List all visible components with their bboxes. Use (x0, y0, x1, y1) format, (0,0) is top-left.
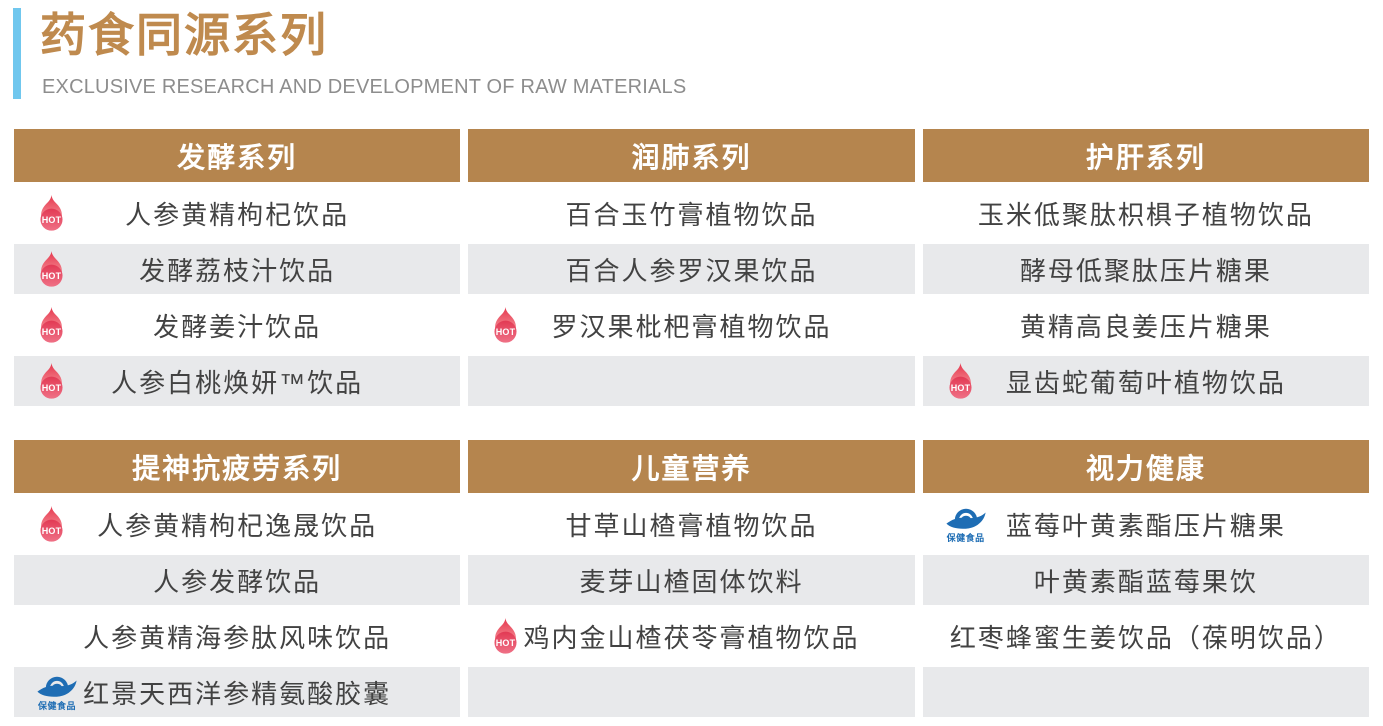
product-cell: HOT 显齿蛇葡萄叶植物饮品 (922, 356, 1369, 406)
product-name: 人参黄精枸杞饮品 (125, 199, 350, 230)
hot-flame-icon: HOT (490, 617, 521, 655)
hot-icon-label: HOT (42, 215, 62, 225)
product-name: 显齿蛇葡萄叶植物饮品 (1005, 367, 1286, 398)
product-name: 人参黄精枸杞逸晟饮品 (97, 510, 378, 541)
hot-flame-icon: HOT (36, 306, 67, 344)
column-header: 儿童营养 (468, 440, 915, 493)
cell-icon-slot: 保健食品 (36, 673, 78, 711)
product-cell: 酵母低聚肽压片糖果 (922, 244, 1369, 294)
product-cell: 保健食品 蓝莓叶黄素酯压片糖果 (922, 499, 1369, 549)
cell-icon-slot: HOT (490, 617, 521, 655)
series-table-1: 发酵系列 HOT 人参黄精枸杞饮品 HOT 发酵荔枝汁饮品 HOT 发酵姜汁饮品 (14, 129, 1369, 406)
hot-flame-icon: HOT (36, 505, 67, 543)
hot-icon-label: HOT (42, 327, 62, 337)
product-cell: 百合人参罗汉果饮品 (468, 244, 915, 294)
column-antifatigue-series: 提神抗疲劳系列 HOT 人参黄精枸杞逸晟饮品 人参发酵饮品 人参黄精海参肽风味饮… (14, 440, 461, 717)
product-cell: 人参黄精海参肽风味饮品 (14, 611, 461, 661)
product-name: 鸡内金山楂茯苓膏植物饮品 (523, 622, 860, 653)
hot-icon-label: HOT (950, 383, 970, 393)
product-name: 百合人参罗汉果饮品 (565, 255, 818, 286)
product-cell: HOT 鸡内金山楂茯苓膏植物饮品 (468, 611, 915, 661)
hot-icon-label: HOT (42, 526, 62, 536)
health-food-icon-label: 保健食品 (946, 533, 985, 543)
title-accent-bar (13, 8, 21, 99)
product-cell: HOT 人参黄精枸杞逸晟饮品 (14, 499, 461, 549)
health-food-icon-label: 保健食品 (37, 701, 76, 711)
product-name: 红景天西洋参精氨酸胶囊 (83, 678, 392, 709)
page-title: 药食同源系列 (40, 9, 328, 61)
product-cell: 甘草山楂膏植物饮品 (468, 499, 915, 549)
product-name: 玉米低聚肽枳椇子植物饮品 (977, 199, 1314, 230)
product-name: 百合玉竹膏植物饮品 (565, 199, 818, 230)
hot-flame-icon: HOT (36, 194, 67, 232)
series-tables: 发酵系列 HOT 人参黄精枸杞饮品 HOT 发酵荔枝汁饮品 HOT 发酵姜汁饮品 (0, 129, 1383, 717)
health-food-blue-hat-icon: 保健食品 (36, 673, 78, 711)
page-header: 药食同源系列 EXCLUSIVE RESEARCH AND DEVELOPMEN… (0, 0, 1383, 99)
column-header: 润肺系列 (468, 129, 915, 182)
product-cell: 玉米低聚肽枳椇子植物饮品 (922, 188, 1369, 238)
product-name: 红枣蜂蜜生姜饮品（葆明饮品） (949, 622, 1342, 653)
product-name: 人参发酵饮品 (153, 566, 322, 597)
cell-icon-slot: HOT (36, 362, 67, 400)
hot-icon-label: HOT (496, 638, 516, 648)
product-name: 麦芽山楂固体饮料 (579, 566, 804, 597)
column-fermentation-series: 发酵系列 HOT 人参黄精枸杞饮品 HOT 发酵荔枝汁饮品 HOT 发酵姜汁饮品 (14, 129, 461, 406)
product-cell: HOT 人参白桃焕妍™饮品 (14, 356, 461, 406)
cell-icon-slot: HOT (36, 505, 67, 543)
product-name: 发酵姜汁饮品 (153, 311, 322, 342)
product-cell-empty (922, 667, 1369, 717)
product-cell: 保健食品 红景天西洋参精氨酸胶囊 (14, 667, 461, 717)
product-cell: 百合玉竹膏植物饮品 (468, 188, 915, 238)
health-food-blue-hat-icon: 保健食品 (945, 505, 987, 543)
product-cell: 叶黄素酯蓝莓果饮 (922, 555, 1369, 605)
cell-icon-slot: HOT (490, 306, 521, 344)
column-header: 提神抗疲劳系列 (14, 440, 461, 493)
series-table-2: 提神抗疲劳系列 HOT 人参黄精枸杞逸晟饮品 人参发酵饮品 人参黄精海参肽风味饮… (14, 440, 1369, 717)
column-header: 视力健康 (922, 440, 1369, 493)
hot-flame-icon: HOT (490, 306, 521, 344)
cell-icon-slot: 保健食品 (945, 505, 987, 543)
product-cell: 人参发酵饮品 (14, 555, 461, 605)
product-name: 发酵荔枝汁饮品 (139, 255, 336, 286)
product-name: 人参白桃焕妍™饮品 (111, 367, 364, 398)
cell-icon-slot: HOT (36, 194, 67, 232)
product-name: 酵母低聚肽压片糖果 (1019, 255, 1272, 286)
product-cell: HOT 人参黄精枸杞饮品 (14, 188, 461, 238)
product-name: 人参黄精海参肽风味饮品 (83, 622, 392, 653)
product-cell-empty (468, 667, 915, 717)
product-name: 黄精高良姜压片糖果 (1019, 311, 1272, 342)
column-children-nutrition: 儿童营养 甘草山楂膏植物饮品 麦芽山楂固体饮料 HOT 鸡内金山楂茯苓膏植物饮品 (468, 440, 915, 717)
column-header: 发酵系列 (14, 129, 461, 182)
column-vision-health: 视力健康 保健食品 蓝莓叶黄素酯压片糖果 叶黄素酯蓝莓果饮 红枣蜂蜜生姜饮品（葆… (922, 440, 1369, 717)
product-cell-empty (468, 356, 915, 406)
product-cell: HOT 罗汉果枇杷膏植物饮品 (468, 300, 915, 350)
column-lung-moistening-series: 润肺系列 百合玉竹膏植物饮品 百合人参罗汉果饮品 HOT 罗汉果枇杷膏植物饮品 (468, 129, 915, 406)
product-cell: HOT 发酵荔枝汁饮品 (14, 244, 461, 294)
hot-flame-icon: HOT (945, 362, 976, 400)
cell-icon-slot: HOT (36, 250, 67, 288)
hot-flame-icon: HOT (36, 362, 67, 400)
product-cell: HOT 发酵姜汁饮品 (14, 300, 461, 350)
hot-icon-label: HOT (42, 383, 62, 393)
product-name: 罗汉果枇杷膏植物饮品 (551, 311, 832, 342)
hot-icon-label: HOT (42, 271, 62, 281)
page-subtitle: EXCLUSIVE RESEARCH AND DEVELOPMENT OF RA… (42, 76, 687, 98)
product-cell: 麦芽山楂固体饮料 (468, 555, 915, 605)
product-name: 蓝莓叶黄素酯压片糖果 (1005, 510, 1286, 541)
column-header: 护肝系列 (922, 129, 1369, 182)
product-cell: 黄精高良姜压片糖果 (922, 300, 1369, 350)
column-liver-protection-series: 护肝系列 玉米低聚肽枳椇子植物饮品 酵母低聚肽压片糖果 黄精高良姜压片糖果 HO… (922, 129, 1369, 406)
product-name: 叶黄素酯蓝莓果饮 (1033, 566, 1258, 597)
hot-flame-icon: HOT (36, 250, 67, 288)
product-name: 甘草山楂膏植物饮品 (565, 510, 818, 541)
hot-icon-label: HOT (496, 327, 516, 337)
product-cell: 红枣蜂蜜生姜饮品（葆明饮品） (922, 611, 1369, 661)
cell-icon-slot: HOT (945, 362, 976, 400)
cell-icon-slot: HOT (36, 306, 67, 344)
